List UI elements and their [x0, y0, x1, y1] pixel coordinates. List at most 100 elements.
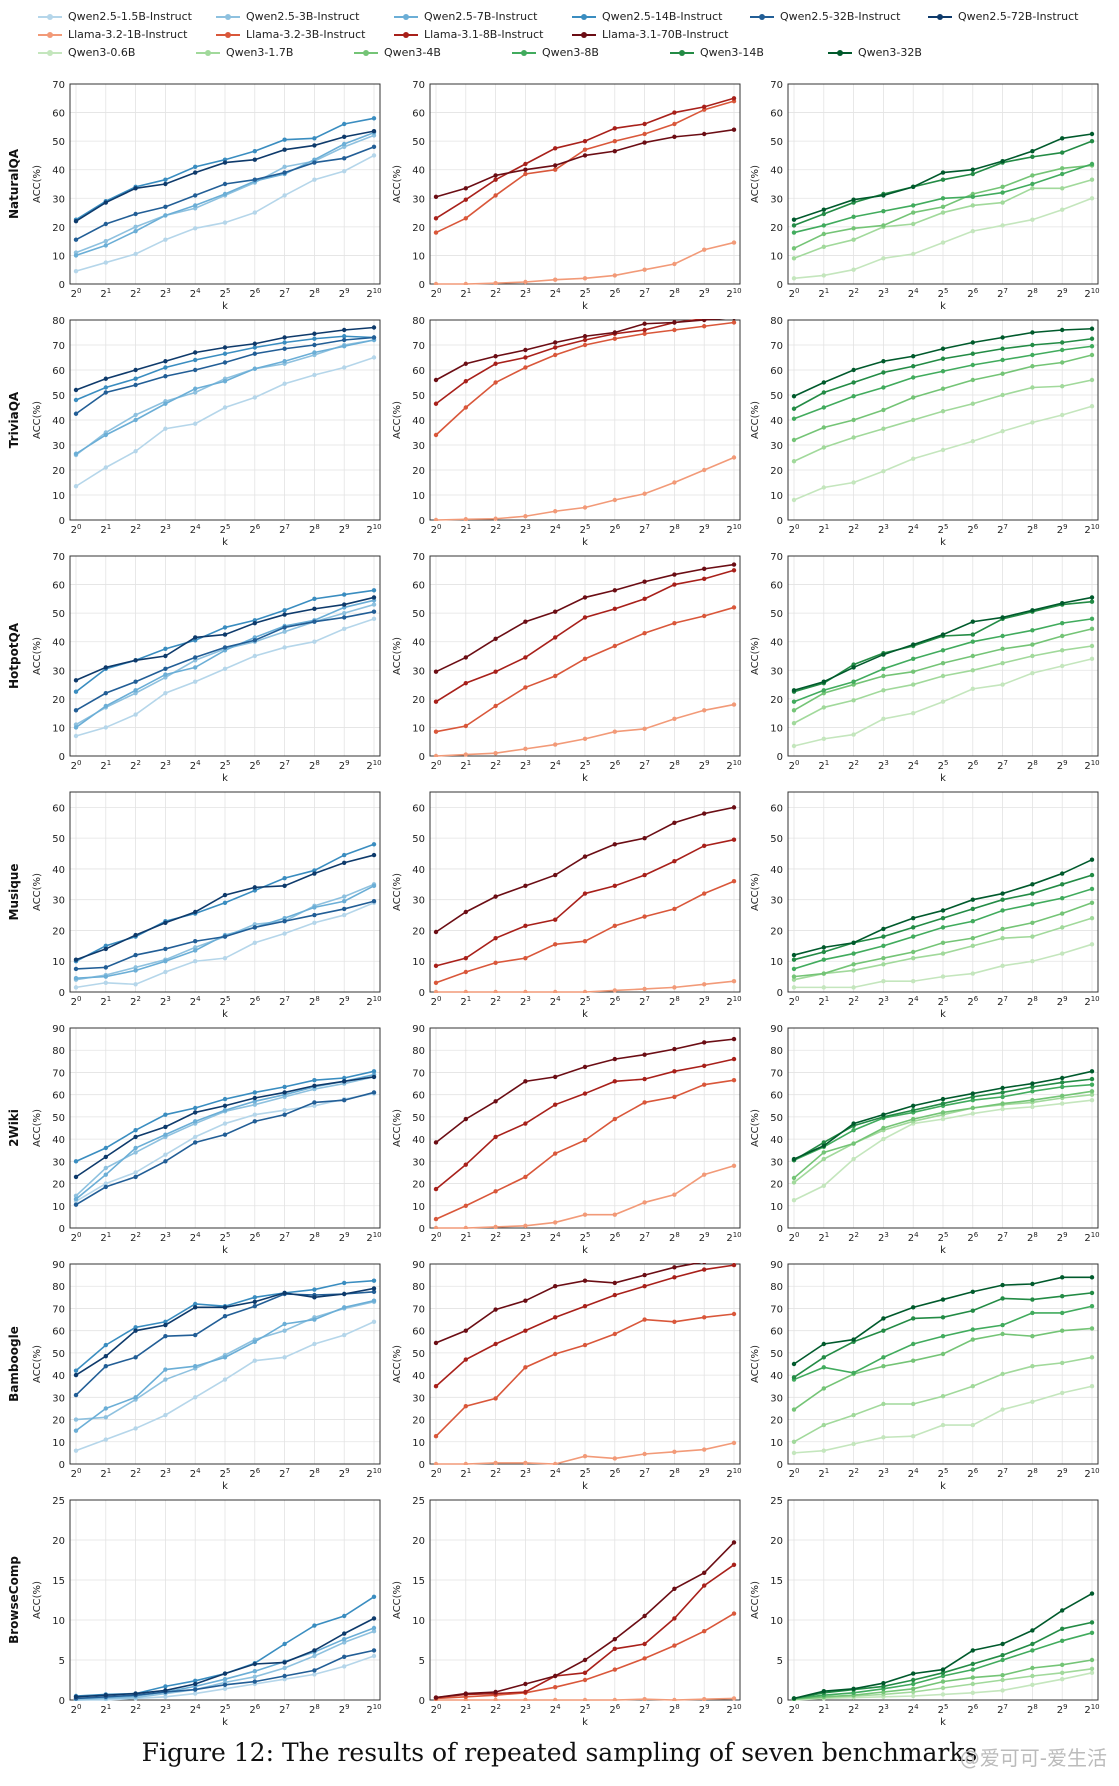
- data-point: [433, 1384, 439, 1389]
- data-point: [731, 805, 737, 810]
- data-point: [252, 925, 257, 930]
- data-point: [1060, 412, 1065, 418]
- data-point: [672, 820, 677, 825]
- data-point: [731, 127, 737, 132]
- data-point: [672, 1319, 677, 1324]
- y-tick-label: 40: [412, 416, 425, 427]
- data-point: [881, 1112, 886, 1117]
- data-point: [103, 200, 109, 205]
- data-point: [163, 426, 168, 431]
- data-point: [193, 1332, 198, 1338]
- data-point: [1030, 1648, 1035, 1653]
- y-tick-label: 70: [52, 341, 65, 352]
- data-point: [970, 1681, 975, 1687]
- data-point: [103, 690, 109, 696]
- data-point: [970, 203, 975, 208]
- data-point: [612, 1667, 617, 1672]
- x-tick-label: 29: [1057, 1231, 1068, 1244]
- data-point: [1089, 1082, 1095, 1087]
- data-point: [222, 1132, 228, 1137]
- data-point: [1060, 186, 1065, 191]
- data-point: [312, 1648, 317, 1653]
- data-point: [851, 1337, 856, 1342]
- data-point: [731, 702, 737, 707]
- data-point: [73, 451, 79, 456]
- data-point: [702, 811, 707, 816]
- data-point: [821, 1140, 826, 1145]
- data-point: [312, 1653, 317, 1659]
- data-point: [282, 645, 287, 650]
- data-point: [582, 1138, 588, 1143]
- data-point: [493, 1224, 498, 1229]
- data-point: [1089, 857, 1095, 862]
- data-point: [582, 1677, 588, 1683]
- data-point: [342, 1079, 347, 1084]
- data-point: [851, 732, 856, 737]
- y-tick-label: 10: [52, 251, 65, 262]
- data-point: [523, 161, 528, 167]
- x-tick-label: 23: [520, 1231, 531, 1244]
- y-tick-label: 10: [52, 1438, 65, 1449]
- data-point: [222, 934, 228, 939]
- data-point: [612, 923, 617, 929]
- y-tick-label: 70: [770, 80, 783, 91]
- legend-entry: Llama-3.2-3B-Instruct: [216, 28, 365, 41]
- data-point: [163, 1694, 168, 1700]
- data-point: [881, 955, 886, 961]
- data-point: [911, 203, 916, 208]
- x-tick-label: 21: [818, 995, 829, 1008]
- data-point: [642, 331, 647, 336]
- x-tick-label: 26: [249, 995, 260, 1008]
- x-tick-label: 20: [71, 1231, 82, 1244]
- data-point: [1060, 340, 1065, 345]
- x-tick-label: 21: [460, 287, 471, 300]
- data-point: [282, 1677, 287, 1682]
- data-point: [282, 919, 287, 924]
- data-point: [821, 705, 826, 710]
- x-tick-label: 22: [848, 1231, 859, 1244]
- data-point: [1060, 171, 1065, 177]
- x-tick-label: 24: [908, 759, 919, 772]
- x-axis-label: k: [222, 301, 228, 312]
- data-point: [1060, 1638, 1065, 1644]
- data-point: [582, 656, 588, 662]
- y-tick-label: 40: [52, 638, 65, 649]
- x-tick-label: 20: [431, 523, 442, 536]
- data-point: [1030, 1673, 1035, 1679]
- x-tick-label: 26: [967, 759, 978, 772]
- data-point: [222, 632, 228, 637]
- data-point: [970, 919, 975, 924]
- data-point: [1060, 1080, 1065, 1085]
- data-point: [731, 1078, 737, 1083]
- data-point: [1089, 1666, 1095, 1672]
- legend-swatch: [216, 12, 240, 22]
- x-tick-label: 21: [100, 1231, 111, 1244]
- y-axis-label: ACC(%): [32, 1345, 43, 1383]
- x-tick-label: 20: [71, 523, 82, 536]
- data-point: [642, 1052, 647, 1057]
- data-point: [672, 121, 677, 127]
- x-axis-label: k: [940, 1245, 946, 1256]
- data-point: [612, 1697, 617, 1701]
- data-point: [1089, 1304, 1095, 1309]
- x-tick-label: 26: [967, 1231, 978, 1244]
- data-point: [1030, 628, 1035, 633]
- x-axis-label: k: [582, 1717, 588, 1728]
- data-point: [940, 346, 946, 351]
- data-point: [1089, 1591, 1095, 1596]
- series-group: [791, 1275, 1095, 1456]
- data-point: [642, 596, 647, 602]
- y-tick-label: 10: [412, 723, 425, 734]
- data-point: [103, 260, 109, 265]
- data-point: [702, 1082, 707, 1087]
- plot-border: [787, 1027, 1099, 1229]
- data-point: [222, 900, 228, 905]
- data-point: [193, 1119, 198, 1124]
- y-tick-label: 30: [770, 1157, 783, 1168]
- x-tick-label: 26: [249, 1703, 260, 1716]
- data-point: [732, 314, 736, 318]
- data-point: [970, 1289, 975, 1294]
- data-point: [493, 1689, 498, 1695]
- data-point: [133, 228, 138, 234]
- y-tick-label: 90: [770, 1260, 783, 1271]
